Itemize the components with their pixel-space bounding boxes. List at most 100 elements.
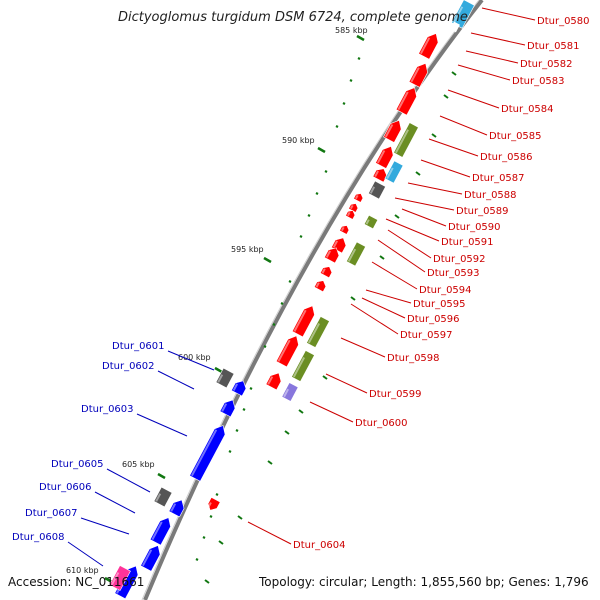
gene-label: Dtur_0592 xyxy=(433,254,486,265)
gene-label: Dtur_0608 xyxy=(12,532,65,543)
gene-label: Dtur_0595 xyxy=(413,299,466,310)
leader-line xyxy=(465,50,519,64)
leader-line xyxy=(361,297,406,319)
scale-minor-tick xyxy=(415,171,421,176)
gene-label: Dtur_0581 xyxy=(527,41,580,52)
leader-line xyxy=(420,159,471,178)
accession-text: Accession: NC_011661 xyxy=(8,575,144,589)
scale-minor-tick xyxy=(280,302,284,305)
gene-label: Dtur_0589 xyxy=(456,206,509,217)
forward-gene xyxy=(375,145,394,169)
leader-line xyxy=(470,32,526,46)
scale-minor-tick xyxy=(263,345,267,348)
gene-label: Dtur_0594 xyxy=(419,285,472,296)
leader-line xyxy=(385,218,440,242)
scale-tick-label: 595 kbp xyxy=(231,245,264,254)
forward-gene xyxy=(348,203,359,213)
leader-line xyxy=(157,370,195,390)
leader-line xyxy=(401,208,447,227)
gene-label: Dtur_0596 xyxy=(407,314,460,325)
scale-minor-tick xyxy=(228,450,232,453)
topology-text: Topology: circular; Length: 1,855,560 bp… xyxy=(258,575,589,589)
gene-label: Dtur_0582 xyxy=(520,59,573,70)
scale-minor-tick xyxy=(202,536,206,539)
annotation-feature xyxy=(109,565,131,591)
scale-tick-label: 585 kbp xyxy=(335,26,368,35)
scale-minor-tick xyxy=(335,125,339,128)
scale-minor-tick xyxy=(215,493,219,496)
forward-gene xyxy=(313,280,327,293)
leader-line xyxy=(136,413,188,437)
scale-minor-tick xyxy=(342,102,346,105)
scale-minor-tick xyxy=(394,214,400,219)
leader-line xyxy=(377,239,426,273)
annotation-feature xyxy=(281,382,299,402)
gene-label: Dtur_0604 xyxy=(293,540,346,551)
gene-label: Dtur_0602 xyxy=(102,361,155,372)
gene-label: Dtur_0598 xyxy=(387,353,440,364)
gene-label: Dtur_0605 xyxy=(51,459,104,470)
leader-line xyxy=(80,517,130,535)
leader-line xyxy=(387,229,432,259)
scale-tick-label: 600 kbp xyxy=(178,353,211,362)
leader-line xyxy=(365,289,412,304)
annotation-feature xyxy=(393,122,419,158)
leader-line xyxy=(106,468,151,493)
scale-minor-tick xyxy=(195,558,199,561)
forward-gene xyxy=(345,210,356,220)
scale-minor-tick xyxy=(443,94,449,99)
gene-features xyxy=(109,0,475,600)
scale-major-tick xyxy=(356,34,365,42)
scale-minor-tick xyxy=(237,515,243,520)
forward-gene xyxy=(395,87,417,116)
scale-minor-tick xyxy=(267,460,273,465)
scale-minor-tick xyxy=(307,214,311,217)
reverse-gene xyxy=(153,486,173,508)
map-title: Dictyoglomus turgidum DSM 6724, complete… xyxy=(118,10,468,25)
forward-gene xyxy=(291,305,315,338)
leader-line xyxy=(247,521,292,545)
annotation-feature xyxy=(384,160,404,184)
scale-minor-tick xyxy=(431,133,437,138)
scale-minor-tick xyxy=(249,387,253,390)
scale-minor-tick xyxy=(451,71,457,76)
annotation-feature xyxy=(363,214,379,230)
reverse-gene xyxy=(149,517,171,546)
reverse-gene xyxy=(219,399,236,418)
leader-line xyxy=(481,7,536,21)
gene-labels: Dtur_0580 Dtur_0581 Dtur_0582 Dtur_0583 Dtur… xyxy=(12,16,590,551)
leader-line xyxy=(167,350,215,371)
reverse-gene xyxy=(231,380,247,397)
gene-label: Dtur_0583 xyxy=(512,76,565,87)
forward-gene xyxy=(353,193,364,203)
leader-line xyxy=(447,89,500,109)
reverse-gene xyxy=(215,367,235,389)
gene-label: Dtur_0580 xyxy=(537,16,590,27)
scale-minor-tick xyxy=(350,296,356,301)
scale-major-tick xyxy=(263,256,272,264)
scale-minor-tick xyxy=(315,192,319,195)
leader-line xyxy=(325,373,368,394)
tick-layer: 585 kbp 590 kbp 595 kbp 600 kbp 605 kbp 610 k… xyxy=(66,26,457,584)
leader-line xyxy=(407,182,463,195)
gene-label: Dtur_0584 xyxy=(501,104,554,115)
leader-lines xyxy=(67,7,536,567)
gene-label: Dtur_0603 xyxy=(81,404,134,415)
scale-tick-label: 610 kbp xyxy=(66,566,99,575)
gene-label: Dtur_0588 xyxy=(464,190,517,201)
scale-tick-label: 605 kbp xyxy=(122,460,155,469)
gene-label: Dtur_0585 xyxy=(489,131,542,142)
scale-minor-tick xyxy=(288,280,292,283)
gene-label: Dtur_0599 xyxy=(369,389,422,400)
leader-line xyxy=(428,138,479,157)
gene-label: Dtur_0600 xyxy=(355,418,408,429)
leader-line xyxy=(350,303,399,335)
leader-line xyxy=(371,261,418,290)
scale-minor-tick xyxy=(357,57,361,60)
gene-label: Dtur_0606 xyxy=(39,482,92,493)
genome-backbone xyxy=(143,0,484,600)
forward-gene xyxy=(408,62,428,88)
scale-minor-tick xyxy=(218,540,224,545)
reverse-gene xyxy=(140,545,161,572)
